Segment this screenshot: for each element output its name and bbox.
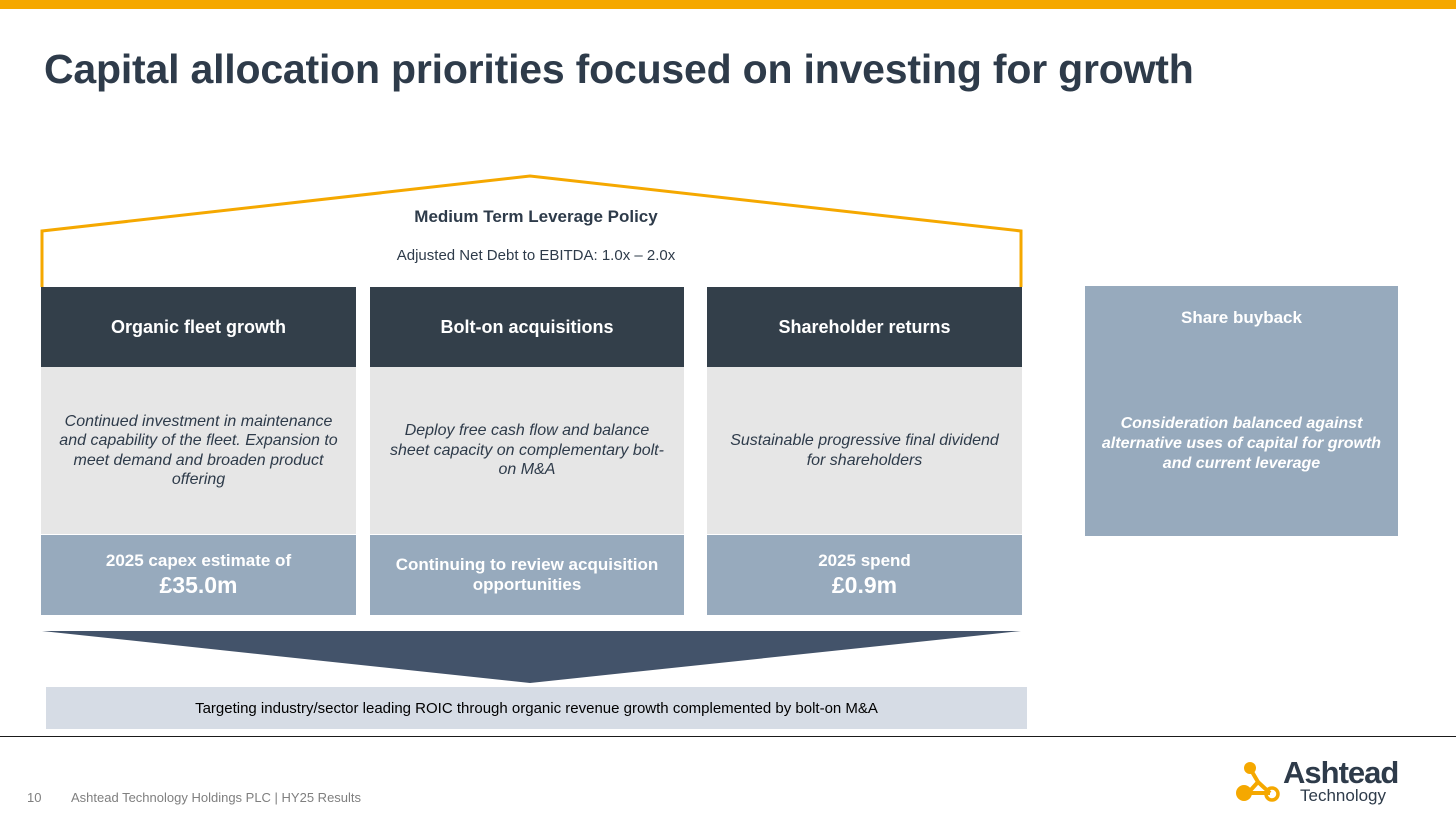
pillar-bolt-on-acquisitions: Bolt-on acquisitions Deploy free cash fl… bbox=[370, 287, 684, 615]
top-accent-bar bbox=[0, 0, 1456, 9]
pillar-header: Bolt-on acquisitions bbox=[370, 287, 684, 367]
logo-wordmark: Ashtead bbox=[1283, 755, 1399, 790]
pillar-footer-label: 2025 capex estimate of bbox=[105, 551, 292, 570]
pillar-body: Sustainable progressive final dividend f… bbox=[707, 367, 1022, 534]
share-buyback-box: Share buyback Consideration balanced aga… bbox=[1085, 286, 1398, 536]
share-buyback-title: Share buyback bbox=[1181, 308, 1302, 327]
policy-subtitle: Adjusted Net Debt to EBITDA: 1.0x – 2.0x bbox=[396, 247, 676, 264]
pillar-organic-fleet-growth: Organic fleet growth Continued investmen… bbox=[41, 287, 356, 615]
pillar-header: Organic fleet growth bbox=[41, 287, 356, 367]
pillar-shareholder-returns: Shareholder returns Sustainable progress… bbox=[707, 287, 1022, 615]
page-title: Capital allocation priorities focused on… bbox=[44, 46, 1194, 92]
logo-subtitle: Technology bbox=[1300, 786, 1387, 805]
pillar-footer-label: Continuing to review acquisition opportu… bbox=[395, 555, 659, 594]
pillar-footer-value: £35.0m bbox=[159, 572, 238, 598]
roic-target-banner: Targeting industry/sector leading ROIC t… bbox=[46, 687, 1027, 729]
pillar-footer: 2025 spend £0.9m bbox=[707, 535, 1022, 615]
pillar-body: Continued investment in maintenance and … bbox=[41, 367, 356, 534]
page-number: 10 bbox=[27, 790, 42, 805]
pillar-footer: Continuing to review acquisition opportu… bbox=[370, 535, 684, 615]
ashtead-logo: Ashtead Technology bbox=[1234, 755, 1424, 808]
pillar-footer: 2025 capex estimate of £35.0m bbox=[41, 535, 356, 615]
pillar-body: Deploy free cash flow and balance sheet … bbox=[370, 367, 684, 534]
molecule-icon bbox=[1236, 762, 1280, 802]
footer-divider bbox=[0, 736, 1456, 737]
pillar-footer-label: 2025 spend bbox=[818, 551, 911, 570]
share-buyback-body: Consideration balanced against alternati… bbox=[1101, 415, 1382, 472]
footer-text: Ashtead Technology Holdings PLC | HY25 R… bbox=[71, 790, 362, 805]
pillar-header: Shareholder returns bbox=[707, 287, 1022, 367]
policy-title: Medium Term Leverage Policy bbox=[414, 207, 658, 226]
pillar-footer-value: £0.9m bbox=[831, 572, 898, 598]
